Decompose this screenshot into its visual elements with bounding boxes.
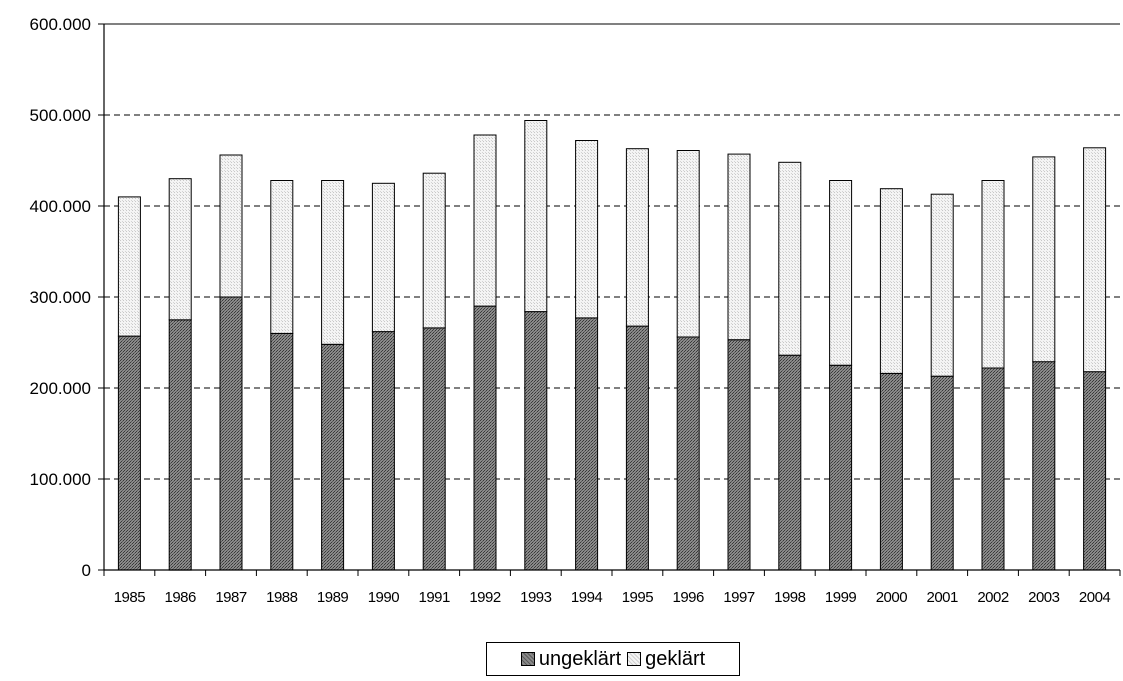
bar-ungeklaert: [168, 319, 192, 571]
x-tick-labels: 1985 1986 1987 1988 1989 1990 1991 1992 1993 1994…: [114, 589, 1111, 606]
bar-geklaert: [676, 150, 700, 338]
legend-item-ungeklaert: ungeklärt: [520, 647, 622, 671]
legend-swatch-ungeklaert: [520, 652, 535, 666]
bar-geklaert: [422, 172, 446, 329]
x-tick-label: 1989: [317, 589, 349, 606]
bar-geklaert: [321, 180, 345, 345]
bar-ungeklaert: [575, 317, 599, 571]
legend-label-ungeklaert: ungeklärt: [538, 647, 622, 670]
x-tick-label: 2003: [1028, 589, 1060, 606]
bar-ungeklaert: [1083, 371, 1107, 571]
bar-ungeklaert: [270, 332, 294, 571]
bar-ungeklaert: [879, 372, 903, 571]
bar-geklaert: [168, 178, 192, 321]
x-tick-label: 1997: [723, 589, 755, 606]
y-tick-label: 600.000: [30, 15, 91, 34]
x-tick-label: 1994: [571, 589, 603, 606]
bar-geklaert: [371, 182, 395, 333]
bars: [117, 120, 1107, 571]
legend: ungeklärt geklärt: [486, 642, 740, 676]
y-tick-label: 300.000: [30, 288, 91, 307]
bar-ungeklaert: [422, 327, 446, 571]
bar-geklaert: [727, 153, 751, 341]
bar-ungeklaert: [117, 335, 141, 571]
legend-item-geklaert: geklärt: [627, 648, 705, 671]
bar-ungeklaert: [676, 336, 700, 571]
bar-geklaert: [981, 180, 1005, 369]
bar-ungeklaert: [371, 331, 395, 571]
legend-swatch-geklaert: [627, 652, 642, 666]
y-tick-label: 200.000: [30, 379, 91, 398]
bar-geklaert: [575, 140, 599, 319]
bar-geklaert: [1032, 156, 1056, 363]
bar-geklaert: [930, 193, 954, 377]
bar-geklaert: [473, 134, 497, 307]
bar-ungeklaert: [321, 343, 345, 571]
bar-geklaert: [879, 188, 903, 374]
x-tick-label: 1991: [419, 589, 451, 606]
y-tick-labels: 0 100.000 200.000 300.000 400.000 500.000 600.…: [30, 15, 91, 580]
x-tick-label: 1990: [368, 589, 400, 606]
x-tick-label: 1999: [825, 589, 857, 606]
x-tick-label: 1992: [469, 589, 501, 606]
x-tick-label: 1995: [622, 589, 654, 606]
y-tick-label: 400.000: [30, 197, 91, 216]
bar-ungeklaert: [930, 375, 954, 571]
x-tick-label: 1993: [520, 589, 552, 606]
bar-ungeklaert: [473, 305, 497, 571]
bar-ungeklaert: [219, 296, 243, 571]
bar-geklaert: [625, 148, 649, 327]
axes: [98, 23, 1121, 576]
bar-geklaert: [829, 180, 853, 366]
bar-geklaert: [524, 120, 548, 313]
x-tick-label: 1985: [114, 589, 146, 606]
x-tick-label: 2001: [927, 589, 959, 606]
bar-geklaert: [270, 180, 294, 334]
gridlines: [104, 114, 1120, 480]
bar-geklaert: [117, 196, 141, 337]
bar-ungeklaert: [778, 354, 802, 571]
bar-ungeklaert: [524, 311, 548, 571]
x-tick-label: 1988: [266, 589, 298, 606]
x-tick-label: 2000: [876, 589, 908, 606]
bar-geklaert: [219, 154, 243, 298]
y-tick-label: 100.000: [30, 470, 91, 489]
y-tick-label: 0: [82, 561, 91, 580]
x-tick-label: 1998: [774, 589, 806, 606]
bar-ungeklaert: [829, 364, 853, 571]
x-tick-label: 1986: [165, 589, 197, 606]
bar-ungeklaert: [727, 339, 751, 571]
x-tick-label: 1996: [673, 589, 705, 606]
bar-geklaert: [1083, 147, 1107, 373]
bar-geklaert: [778, 161, 802, 356]
bar-ungeklaert: [1032, 361, 1056, 571]
x-tick-label: 1987: [215, 589, 247, 606]
bar-ungeklaert: [625, 325, 649, 571]
bar-ungeklaert: [981, 367, 1005, 571]
x-tick-label: 2004: [1079, 589, 1111, 606]
legend-label-geklaert: geklärt: [645, 647, 706, 670]
x-tick-label: 2002: [977, 589, 1009, 606]
y-tick-label: 500.000: [30, 106, 91, 125]
